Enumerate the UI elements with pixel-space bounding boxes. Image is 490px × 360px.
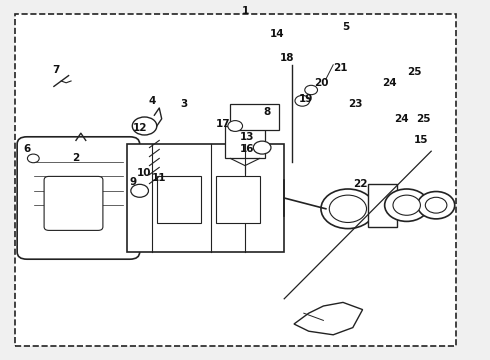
Text: 15: 15 (414, 135, 429, 145)
Bar (230, 104, 279, 130)
Text: 12: 12 (132, 123, 147, 133)
Text: 22: 22 (353, 179, 368, 189)
Text: 3: 3 (180, 99, 187, 109)
Text: 20: 20 (314, 78, 328, 88)
Circle shape (417, 192, 455, 219)
Text: 16: 16 (240, 144, 255, 154)
Circle shape (295, 95, 310, 106)
Circle shape (253, 141, 271, 154)
Circle shape (131, 184, 148, 197)
Circle shape (393, 195, 420, 215)
Text: 1: 1 (242, 6, 248, 16)
Bar (225, 126, 265, 158)
Circle shape (425, 197, 447, 213)
Circle shape (305, 85, 318, 95)
Text: 17: 17 (216, 119, 230, 129)
Text: 24: 24 (382, 78, 397, 88)
Circle shape (321, 189, 375, 229)
Text: 18: 18 (279, 53, 294, 63)
Text: 25: 25 (416, 114, 431, 124)
Text: 11: 11 (152, 173, 167, 183)
Bar (368, 184, 397, 227)
Circle shape (329, 195, 367, 222)
Text: 4: 4 (148, 96, 156, 106)
Text: 13: 13 (240, 132, 255, 142)
Text: 9: 9 (130, 177, 137, 187)
Circle shape (132, 117, 157, 135)
Bar (127, 144, 284, 252)
FancyBboxPatch shape (44, 176, 103, 230)
Text: 25: 25 (407, 67, 421, 77)
Text: 19: 19 (299, 94, 314, 104)
Text: 21: 21 (333, 63, 348, 73)
FancyBboxPatch shape (17, 137, 140, 259)
Bar (216, 176, 260, 223)
Text: 6: 6 (24, 144, 30, 154)
Text: 5: 5 (342, 22, 349, 32)
Text: 7: 7 (52, 65, 60, 75)
Text: 23: 23 (348, 99, 363, 109)
Text: 10: 10 (137, 168, 152, 178)
Text: 24: 24 (394, 114, 409, 124)
Bar (157, 176, 201, 223)
Circle shape (27, 154, 39, 163)
Text: 8: 8 (264, 107, 270, 117)
Text: 2: 2 (73, 153, 79, 163)
Polygon shape (294, 302, 363, 335)
Text: 14: 14 (270, 29, 284, 39)
Circle shape (228, 121, 243, 131)
Circle shape (385, 189, 429, 221)
